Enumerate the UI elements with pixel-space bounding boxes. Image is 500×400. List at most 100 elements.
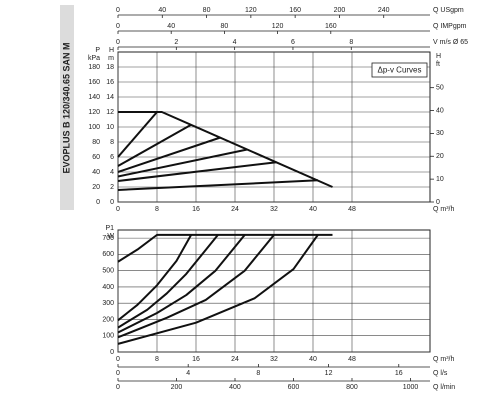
y3-tick-label: 120 [88, 109, 100, 116]
sub-axis-tick-label: 800 [346, 384, 358, 391]
sub-axis-tick-label: 240 [378, 7, 390, 14]
sub-axis-tick-label: 40 [167, 23, 175, 30]
sub-axis-tick-label: 0 [116, 370, 120, 377]
sub-axis-label: V m/s Ø 65 [433, 39, 468, 46]
y3-tick-label: 60 [92, 154, 100, 161]
curve [117, 234, 246, 334]
y-tick-label: 0 [110, 349, 114, 356]
sub-axis-tick-label: 600 [288, 384, 300, 391]
curve [117, 234, 219, 329]
y-tick-label: 100 [102, 333, 114, 340]
x-tick-label: 48 [348, 356, 356, 363]
y-tick-label: 6 [110, 154, 114, 161]
sub-axis-tick-label: 160 [325, 23, 337, 30]
y2-axis-label: H [436, 53, 441, 60]
y-tick-label: 16 [106, 79, 114, 86]
y-tick-label: 4 [110, 169, 114, 176]
y3-tick-label: 100 [88, 124, 100, 131]
x-tick-label: 0 [116, 206, 120, 213]
sub-axis-label: Q USgpm [433, 7, 464, 14]
sub-axis-tick-label: 1000 [403, 384, 419, 391]
sub-axis-tick-label: 8 [256, 370, 260, 377]
annotation: Δp-v Curves [377, 66, 421, 75]
y2-tick-label: 40 [436, 107, 444, 114]
sub-axis-tick-label: 200 [334, 7, 346, 14]
y-tick-label: 2 [110, 184, 114, 191]
sub-axis-tick-label: 16 [395, 370, 403, 377]
y-tick-label: 14 [106, 94, 114, 101]
y3-axis-label: kPa [88, 55, 100, 62]
y-tick-label: 10 [106, 124, 114, 131]
x-tick-label: 8 [155, 206, 159, 213]
x-tick-label: 16 [192, 356, 200, 363]
y-axis-label: W [107, 233, 114, 240]
sub-axis-tick-label: 6 [291, 39, 295, 46]
y-axis-label: H [109, 47, 114, 54]
y2-tick-label: 30 [436, 130, 444, 137]
y2-axis-label: ft [436, 61, 440, 68]
curve [117, 234, 193, 322]
x-axis-label: Q m³/h [433, 356, 454, 363]
y3-tick-label: 180 [88, 64, 100, 71]
sub-axis-tick-label: 160 [289, 7, 301, 14]
y-tick-label: 600 [102, 251, 114, 258]
sub-axis-tick-label: 400 [229, 384, 241, 391]
y-tick-label: 300 [102, 300, 114, 307]
y-tick-label: 500 [102, 268, 114, 275]
sub-axis-label: Q l/s [433, 370, 448, 377]
curve [117, 179, 318, 191]
y3-tick-label: 160 [88, 79, 100, 86]
x-tick-label: 8 [155, 356, 159, 363]
sub-axis-tick-label: 2 [174, 39, 178, 46]
sub-axis-tick-label: 120 [272, 23, 284, 30]
sub-axis-tick-label: 40 [158, 7, 166, 14]
curve [117, 234, 319, 345]
curve [117, 234, 275, 339]
y-tick-label: 12 [106, 109, 114, 116]
sub-axis-tick-label: 4 [233, 39, 237, 46]
curve [117, 123, 192, 167]
sub-axis-tick-label: 0 [116, 384, 120, 391]
sub-axis-tick-label: 0 [116, 39, 120, 46]
curve [117, 148, 248, 178]
sub-axis-tick-label: 80 [203, 7, 211, 14]
x-tick-label: 24 [231, 206, 239, 213]
y3-tick-label: 140 [88, 94, 100, 101]
y3-tick-label: 20 [92, 184, 100, 191]
x-tick-label: 40 [309, 356, 317, 363]
y-axis-label: P1 [105, 225, 114, 232]
curve [117, 111, 158, 158]
x-tick-label: 24 [231, 356, 239, 363]
x-tick-label: 32 [270, 206, 278, 213]
x-tick-label: 0 [116, 356, 120, 363]
sub-axis-label: Q IMPgpm [433, 23, 467, 30]
sub-axis-tick-label: 120 [245, 7, 257, 14]
x-tick-label: 48 [348, 206, 356, 213]
sub-axis-tick-label: 80 [220, 23, 228, 30]
y-tick-label: 400 [102, 284, 114, 291]
chart-title: EVOPLUS B 120/340.65 SAN M [61, 42, 71, 173]
y-tick-label: 18 [106, 64, 114, 71]
y3-axis-label: P [95, 47, 100, 54]
y3-tick-label: 40 [92, 169, 100, 176]
annotation-box [371, 62, 428, 78]
x-axis-label: Q m³/h [433, 206, 454, 213]
y3-tick-label: 80 [92, 139, 100, 146]
y-axis-label: m [108, 55, 114, 62]
curve [117, 136, 221, 173]
x-tick-label: 40 [309, 206, 317, 213]
curve [118, 111, 333, 188]
sub-axis-tick-label: 12 [325, 370, 333, 377]
x-tick-label: 32 [270, 356, 278, 363]
sub-axis-tick-label: 4 [186, 370, 190, 377]
curve [117, 161, 277, 182]
sub-axis-tick-label: 0 [116, 7, 120, 14]
y-tick-label: 8 [110, 139, 114, 146]
y2-tick-label: 50 [436, 85, 444, 92]
title-band [60, 5, 74, 210]
y2-tick-label: 0 [436, 199, 440, 206]
sub-axis-tick-label: 8 [349, 39, 353, 46]
sub-axis-tick-label: 0 [116, 23, 120, 30]
y-tick-label: 0 [110, 199, 114, 206]
